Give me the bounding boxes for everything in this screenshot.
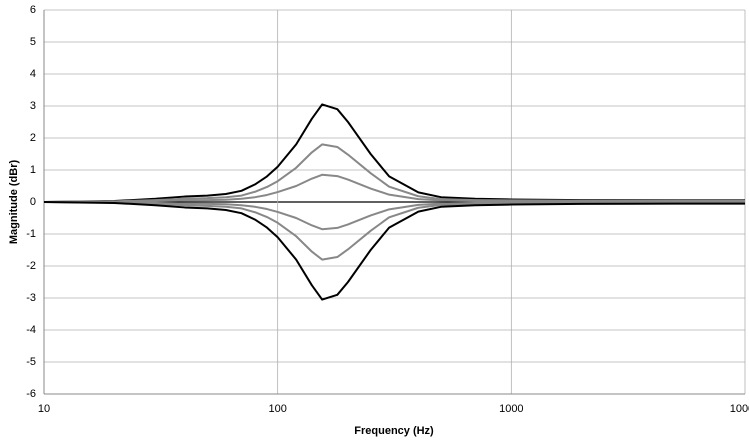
x-tick-label: 1000 — [499, 403, 523, 415]
y-tick-label: 6 — [30, 4, 36, 16]
line — [43, 201, 745, 261]
y-tick-label: 5 — [30, 36, 36, 48]
y-tick-label: 4 — [30, 68, 36, 80]
y-tick-label: 1 — [30, 164, 36, 176]
y-tick-label: -5 — [26, 356, 36, 368]
y-tick-label: 2 — [30, 132, 36, 144]
line — [43, 173, 745, 203]
x-tick-label: 10 — [38, 403, 50, 415]
y-axis-title: Magnitude (dBr) — [8, 160, 20, 245]
y-tick-label: 3 — [30, 100, 36, 112]
x-tick-label: 10000 — [730, 403, 749, 415]
x-axis-title: Frequency (Hz) — [354, 425, 434, 437]
x-tick-label: 100 — [268, 403, 286, 415]
line — [43, 103, 745, 203]
y-tick-label: -4 — [26, 324, 36, 336]
line — [43, 143, 745, 203]
y-tick-label: -2 — [26, 260, 36, 272]
y-tick-label: -3 — [26, 292, 36, 304]
line — [43, 201, 745, 301]
y-tick-label: 0 — [30, 196, 36, 208]
y-tick-label: -1 — [26, 228, 36, 240]
y-tick-label: -6 — [26, 388, 36, 400]
